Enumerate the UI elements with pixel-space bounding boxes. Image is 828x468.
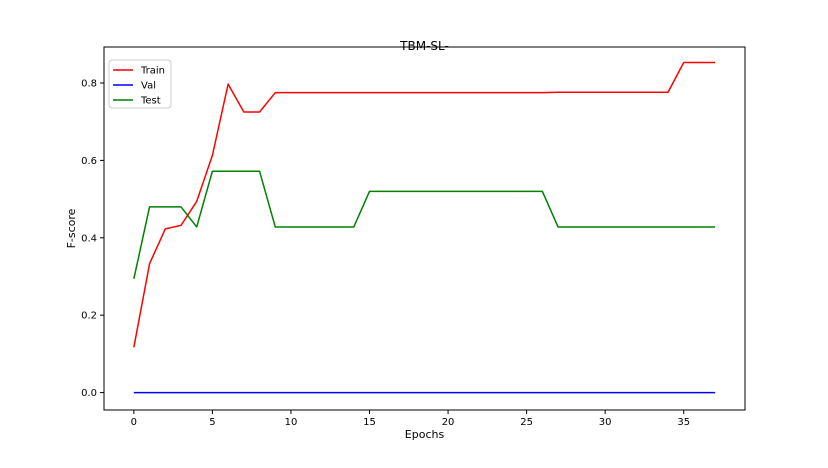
y-tick-label: 0.0 [81, 388, 97, 399]
x-tick-label: 5 [209, 417, 215, 428]
y-tick-label: 0.8 [81, 78, 97, 89]
x-tick-label: 10 [285, 417, 298, 428]
x-tick-label: 30 [599, 417, 612, 428]
x-tick-label: 25 [520, 417, 533, 428]
series-line-train [133, 61, 716, 348]
legend: Train Val Test [108, 59, 172, 109]
legend-label-test: Test [140, 96, 161, 107]
legend-label-val: Val [141, 81, 156, 92]
legend-box [108, 59, 172, 109]
x-tick-label: 20 [442, 417, 455, 428]
y-axis: 0.0 0.2 0.4 0.6 0.8 [81, 78, 104, 399]
x-tick-label: 35 [677, 417, 690, 428]
plot-area [133, 61, 716, 394]
y-tick-label: 0.4 [81, 233, 97, 244]
y-tick-label: 0.6 [81, 156, 97, 167]
x-axis-label: Epochs [405, 428, 445, 441]
chart-title: TBM-SL- [399, 39, 449, 53]
y-axis-label: F-score [65, 208, 78, 248]
axes-frame [103, 46, 746, 411]
x-tick-label: 0 [131, 417, 137, 428]
series-line-test [133, 170, 716, 279]
legend-label-train: Train [140, 66, 165, 77]
x-tick-label: 15 [363, 417, 376, 428]
x-axis: 0 5 10 15 20 25 30 35 [131, 410, 690, 428]
y-tick-label: 0.2 [81, 311, 97, 322]
